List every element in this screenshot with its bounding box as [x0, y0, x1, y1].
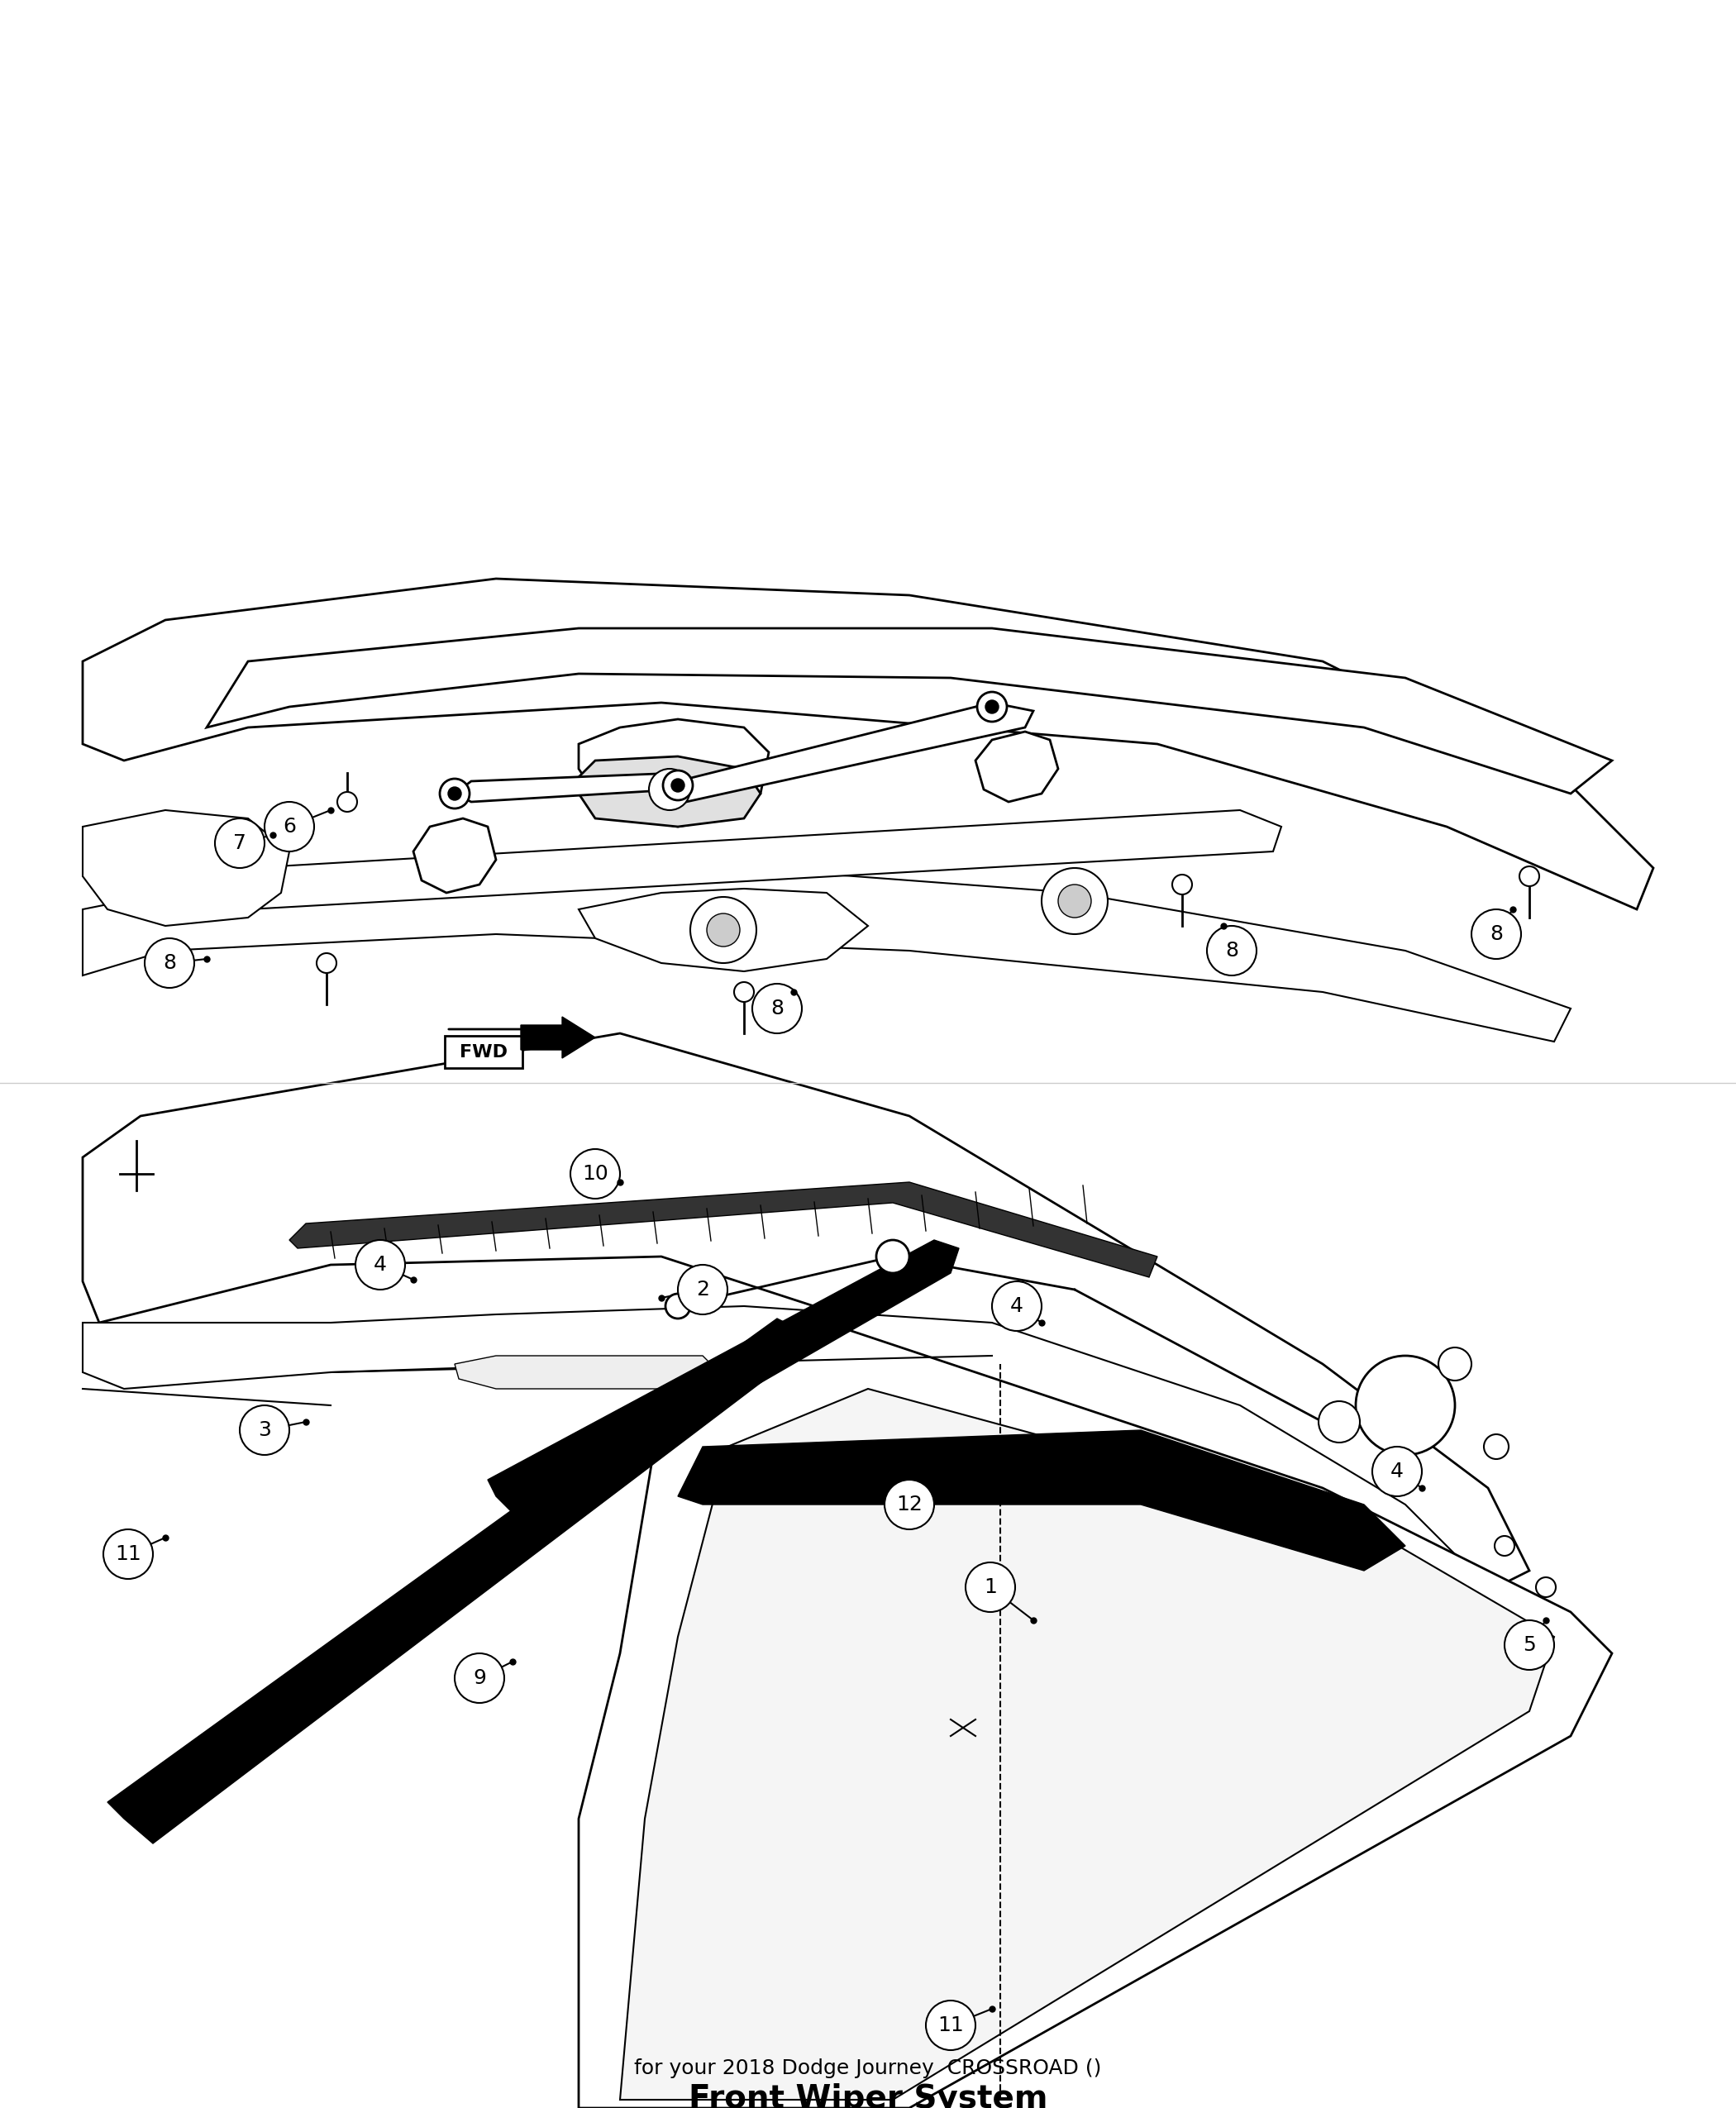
Polygon shape: [521, 1016, 595, 1058]
Circle shape: [356, 1240, 404, 1290]
Circle shape: [1319, 1402, 1359, 1442]
Circle shape: [665, 1294, 691, 1318]
Circle shape: [1059, 885, 1092, 917]
Circle shape: [1356, 1355, 1455, 1455]
Text: FWD: FWD: [460, 1043, 507, 1060]
Circle shape: [316, 953, 337, 974]
Text: 4: 4: [373, 1254, 387, 1275]
Circle shape: [965, 1562, 1016, 1613]
Text: 10: 10: [582, 1164, 608, 1185]
Polygon shape: [83, 1307, 1488, 1621]
Polygon shape: [207, 628, 1613, 793]
Circle shape: [677, 1265, 727, 1315]
Text: 2: 2: [696, 1280, 710, 1299]
Circle shape: [448, 786, 462, 801]
Circle shape: [1439, 1347, 1472, 1381]
Text: 1: 1: [984, 1577, 996, 1598]
Circle shape: [707, 913, 740, 946]
Text: 8: 8: [771, 999, 783, 1018]
Circle shape: [264, 801, 314, 852]
Text: 8: 8: [1489, 923, 1503, 944]
Polygon shape: [620, 1389, 1554, 2100]
Circle shape: [144, 938, 194, 989]
Polygon shape: [488, 1240, 958, 1522]
Polygon shape: [83, 1033, 1529, 1613]
Circle shape: [877, 1240, 910, 1273]
Circle shape: [691, 896, 757, 963]
Circle shape: [1505, 1621, 1554, 1670]
Circle shape: [571, 1149, 620, 1199]
Circle shape: [1207, 925, 1257, 976]
Polygon shape: [108, 1318, 802, 1844]
Polygon shape: [83, 580, 1653, 909]
Polygon shape: [83, 809, 290, 925]
Polygon shape: [231, 809, 1281, 909]
Text: 9: 9: [472, 1667, 486, 1689]
Circle shape: [925, 2000, 976, 2051]
Polygon shape: [578, 1322, 1613, 2108]
Polygon shape: [677, 702, 1033, 801]
Circle shape: [104, 1528, 153, 1579]
Circle shape: [439, 778, 469, 809]
Polygon shape: [677, 1429, 1406, 1570]
Text: 7: 7: [233, 833, 247, 854]
Circle shape: [991, 1282, 1042, 1330]
Polygon shape: [290, 1183, 1158, 1277]
Circle shape: [1472, 909, 1521, 959]
Circle shape: [1172, 875, 1193, 894]
Circle shape: [885, 1480, 934, 1528]
Polygon shape: [455, 1355, 719, 1389]
Circle shape: [337, 793, 358, 812]
Circle shape: [977, 691, 1007, 721]
Polygon shape: [455, 774, 677, 801]
Text: Front Wiper System: Front Wiper System: [689, 2083, 1047, 2108]
Text: 8: 8: [163, 953, 175, 974]
Polygon shape: [578, 757, 760, 826]
Circle shape: [734, 982, 753, 1001]
Circle shape: [1042, 868, 1108, 934]
Circle shape: [1484, 1433, 1509, 1459]
Circle shape: [1536, 1577, 1555, 1598]
Circle shape: [986, 700, 998, 713]
Text: 4: 4: [1391, 1461, 1404, 1482]
Circle shape: [649, 769, 691, 809]
Circle shape: [240, 1406, 290, 1455]
Text: 3: 3: [259, 1421, 271, 1440]
Text: 5: 5: [1522, 1636, 1536, 1655]
Polygon shape: [83, 868, 1571, 1041]
FancyBboxPatch shape: [444, 1035, 523, 1069]
Circle shape: [215, 818, 264, 868]
Polygon shape: [578, 890, 868, 972]
Circle shape: [1371, 1446, 1422, 1497]
Circle shape: [672, 778, 684, 793]
Text: for your 2018 Dodge Journey  CROSSROAD (): for your 2018 Dodge Journey CROSSROAD (): [634, 2057, 1102, 2078]
Text: 11: 11: [937, 2015, 963, 2034]
Circle shape: [663, 769, 693, 801]
Circle shape: [455, 1653, 503, 1703]
Polygon shape: [578, 719, 769, 826]
Text: 6: 6: [283, 816, 295, 837]
Polygon shape: [413, 818, 496, 894]
Text: 4: 4: [1010, 1296, 1024, 1315]
Polygon shape: [976, 731, 1059, 801]
Circle shape: [1495, 1537, 1514, 1556]
Text: 8: 8: [1226, 940, 1238, 961]
Circle shape: [752, 984, 802, 1033]
Text: 12: 12: [896, 1495, 922, 1514]
Text: 11: 11: [115, 1545, 141, 1564]
Circle shape: [1519, 866, 1540, 885]
